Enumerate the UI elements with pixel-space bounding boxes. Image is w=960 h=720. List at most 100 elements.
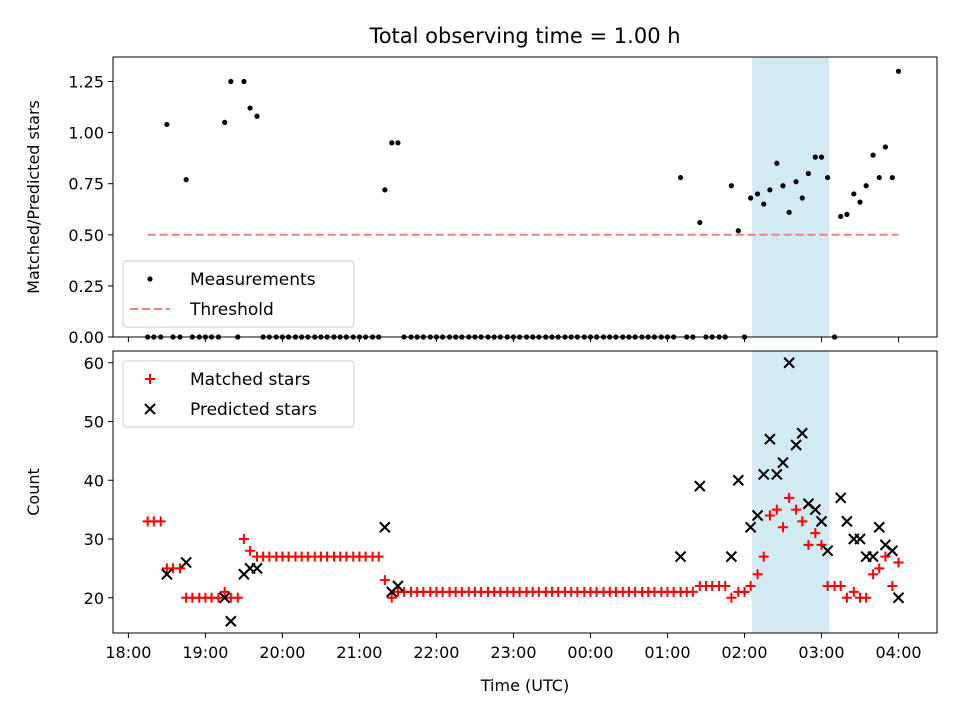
measurement-point: [728, 183, 734, 189]
measurement-point: [247, 105, 253, 111]
x-tick-label: 00:00: [567, 643, 613, 662]
legend-item: Matched stars: [145, 370, 310, 390]
y-tick-label: 1.00: [68, 124, 104, 143]
predicted-point: [758, 468, 770, 481]
observing-window-span: [752, 351, 830, 633]
predicted-point: [725, 550, 738, 563]
legend: Measurements Threshold: [122, 260, 355, 328]
legend-item: Threshold: [130, 300, 274, 320]
predicted-point: [161, 568, 173, 580]
legend-item: Measurements: [147, 270, 316, 290]
measurement-point: [812, 154, 818, 160]
axes-frame: [112, 56, 938, 338]
y-axis-label: Count: [24, 468, 43, 516]
x-tick-label: 19:00: [182, 643, 228, 662]
measurement-point: [863, 183, 869, 189]
matched-point: [816, 539, 827, 550]
legend-label: Threshold: [189, 300, 274, 320]
matched-point: [810, 528, 821, 539]
series-predicted-stars: [161, 357, 905, 627]
predicted-point: [180, 556, 192, 569]
x-tick-label: 01:00: [644, 643, 690, 662]
predicted-point: [821, 545, 834, 557]
predicted-point: [841, 515, 853, 528]
measurement-point: [805, 170, 811, 177]
legend-item: Predicted stars: [144, 400, 317, 420]
matched-point: [232, 592, 243, 603]
matched-point: [726, 592, 737, 603]
measurement-point: [241, 78, 247, 85]
measurement-point: [677, 174, 684, 181]
x-tick-label: 23:00: [490, 643, 536, 662]
x-tick-label: 04:00: [875, 643, 921, 662]
measurement-point: [735, 228, 741, 234]
measurement-point: [876, 174, 882, 181]
matched-point: [720, 581, 731, 591]
y-tick-label: 1.25: [68, 73, 104, 92]
measurement-point: [818, 154, 825, 160]
x-tick-label: 02:00: [721, 643, 767, 662]
measurement-point: [851, 191, 857, 197]
series-matched-stars: [142, 492, 904, 603]
measurement-point: [389, 140, 395, 146]
x-tick-label: 03:00: [798, 643, 844, 662]
measurement-point: [164, 121, 170, 128]
measurement-point: [767, 187, 773, 193]
matched-point: [803, 539, 814, 550]
y-tick-label: 50: [84, 413, 104, 432]
measurement-point: [793, 179, 799, 185]
x-tick-label: 18:00: [105, 643, 151, 662]
predicted-point: [392, 580, 404, 592]
y-tick-label: 40: [84, 471, 104, 490]
matched-point: [868, 569, 879, 580]
measurement-point: [786, 209, 792, 215]
legend: Matched stars Predicted stars: [122, 360, 355, 428]
matched-point: [245, 545, 256, 556]
matched-point: [687, 586, 698, 597]
axes-frame: [112, 350, 938, 634]
legend-label: Matched stars: [190, 370, 310, 390]
measurement-point: [228, 78, 234, 85]
legend-matched-swatch: [145, 374, 155, 384]
predicted-point: [674, 550, 687, 563]
y-tick-label: 0.50: [68, 226, 104, 245]
predicted-point: [744, 521, 757, 533]
measurement-point: [882, 144, 889, 150]
predicted-point: [835, 492, 847, 504]
predicted-point: [815, 515, 828, 528]
matched-point: [174, 563, 185, 574]
predicted-point: [751, 509, 764, 522]
matched-point: [379, 575, 390, 586]
matched-point: [764, 510, 775, 521]
legend-measurement-swatch: [147, 276, 153, 282]
x-tick-label: 22:00: [413, 643, 459, 662]
observing-window-span: [752, 57, 830, 337]
matched-point: [213, 592, 224, 603]
predicted-point: [379, 521, 391, 533]
measurement-point: [774, 160, 780, 166]
measurement-point: [754, 191, 761, 197]
legend-label: Predicted stars: [190, 400, 317, 420]
measurement-point: [183, 177, 189, 183]
matched-point: [155, 516, 166, 527]
predicted-point: [809, 503, 822, 516]
measurement-point: [857, 199, 863, 205]
measurement-point: [761, 201, 767, 207]
matched-point: [848, 586, 859, 597]
matched-point: [835, 581, 846, 591]
matched-point: [745, 581, 756, 591]
measurement-point: [254, 113, 260, 119]
x-tick-label: 20:00: [259, 643, 305, 662]
y-tick-label: 20: [84, 589, 104, 608]
predicted-point: [777, 456, 789, 469]
predicted-point: [251, 562, 263, 575]
predicted-point: [867, 550, 879, 563]
predicted-point: [764, 433, 776, 445]
matched-point: [861, 592, 872, 603]
legend-box: [122, 360, 355, 428]
matched-point: [771, 504, 782, 515]
y-tick-label: 30: [84, 530, 104, 549]
matched-point: [887, 581, 898, 591]
legend-predicted-swatch: [144, 403, 156, 415]
